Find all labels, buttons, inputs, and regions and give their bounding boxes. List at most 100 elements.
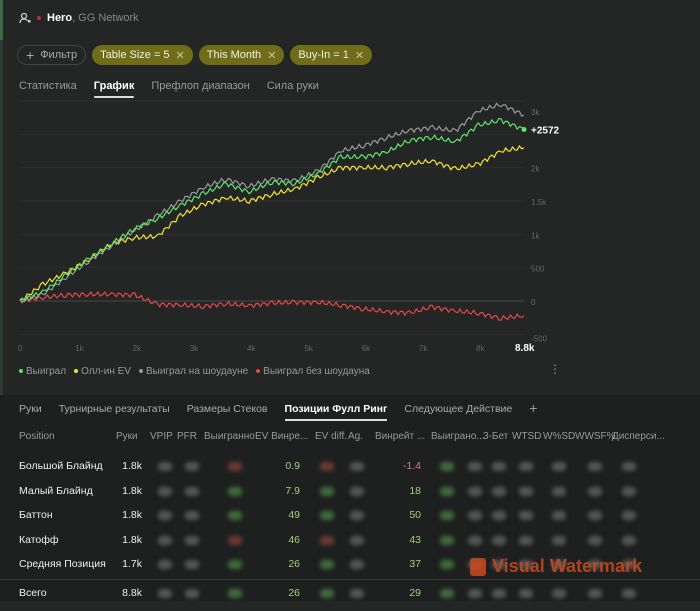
blurred-value xyxy=(158,486,172,496)
y-tick-label: 0 xyxy=(531,298,536,307)
blurred-value xyxy=(468,535,482,545)
end-value-label: +2572 xyxy=(531,126,560,137)
filter-bar: + Фильтр Table Size = 5 ✕ This Month ✕ Buy-… xyxy=(17,45,373,65)
x-tick-label: 3k xyxy=(190,344,199,353)
close-icon[interactable]: ✕ xyxy=(354,49,365,62)
status-dot xyxy=(37,16,41,20)
watermark: Visual Watermark xyxy=(470,556,642,577)
legend-label: Выиграл без шоудауна xyxy=(263,366,370,377)
legend-item-non-showdown[interactable]: Выиграл без шоудауна xyxy=(256,366,370,377)
blurred-value xyxy=(552,560,566,569)
tab-next-action[interactable]: Следующее Действие xyxy=(404,403,513,415)
column-header[interactable]: Position xyxy=(19,431,55,442)
blurred-value xyxy=(552,486,566,496)
hands-count: 1.8k xyxy=(122,484,142,497)
blurred-value xyxy=(185,486,199,496)
blurred-value xyxy=(519,589,533,598)
winrate: 18 xyxy=(409,484,421,497)
total-separator xyxy=(0,579,700,580)
column-header[interactable]: Выигранно xyxy=(204,431,255,442)
player-header[interactable]: Hero, GG Network xyxy=(19,12,139,24)
table-row[interactable]: Малый Блайнд 1.8k 7.9 18 xyxy=(0,485,700,509)
table-row[interactable]: Средняя Позиция 1.7k 26 37 xyxy=(0,558,700,582)
y-tick-label: 1.5k xyxy=(531,198,547,207)
legend-item-showdown[interactable]: Выиграл на шоудауне xyxy=(138,366,248,377)
table-row[interactable]: Катофф 1.8k 46 43 xyxy=(0,534,700,558)
tab-hands[interactable]: Руки xyxy=(19,403,42,415)
position-name: Малый Блайнд xyxy=(19,484,93,497)
lock-icon xyxy=(470,557,486,576)
filter-chip-table-size[interactable]: Table Size = 5 ✕ xyxy=(92,45,193,65)
blurred-value xyxy=(440,511,454,520)
x-tick-label: 0 xyxy=(18,344,23,353)
more-options-icon[interactable]: ⋮ xyxy=(549,362,561,376)
table-row[interactable]: Большой Блайнд 1.8k 0.9 -1.4 xyxy=(0,460,700,484)
table-row[interactable]: Всего 8.8k 26 29 xyxy=(0,587,700,611)
close-icon[interactable]: ✕ xyxy=(267,49,277,62)
main-tabs: Статистика График Префлоп диапазон Сила … xyxy=(19,80,319,98)
blurred-value xyxy=(468,462,482,471)
blurred-value xyxy=(519,511,533,520)
add-tab-button[interactable]: + xyxy=(529,400,538,416)
blurred-value xyxy=(185,462,199,471)
y-tick-label: 2k xyxy=(531,165,540,174)
hands-count: 1.7k xyxy=(122,558,142,570)
column-header[interactable]: WTSD xyxy=(512,431,542,442)
series-line-1 xyxy=(19,144,525,301)
blurred-value xyxy=(440,486,454,496)
blurred-value xyxy=(552,535,566,545)
chip-label: This Month xyxy=(206,49,262,61)
winrate: 37 xyxy=(409,558,421,570)
position-name: Средняя Позиция xyxy=(19,558,106,570)
table-row[interactable]: Баттон 1.8k 49 50 xyxy=(0,509,700,533)
watermark-text: Visual Watermark xyxy=(492,556,643,576)
column-header[interactable]: 3-Бет xyxy=(483,431,509,442)
column-header[interactable]: W%SD xyxy=(543,431,576,442)
blurred-value xyxy=(320,560,334,569)
close-icon[interactable]: ✕ xyxy=(175,49,185,62)
column-header[interactable]: Ag. xyxy=(348,431,364,442)
column-header[interactable]: PFR xyxy=(177,431,197,442)
add-filter-button[interactable]: + Фильтр xyxy=(17,45,87,65)
column-header[interactable]: Выиграно... xyxy=(431,431,485,442)
column-header[interactable]: VPIP xyxy=(150,431,173,442)
blurred-value xyxy=(519,560,533,569)
tab-stack-sizes[interactable]: Размеры Стеков xyxy=(186,403,268,415)
legend-item-allin-ev[interactable]: Олл-ин EV xyxy=(74,366,131,377)
window-edge xyxy=(0,0,3,601)
tab-statistics[interactable]: Статистика xyxy=(19,80,77,92)
blurred-value xyxy=(350,589,364,598)
tab-tournament-results[interactable]: Турнирные результаты xyxy=(58,403,170,415)
winrate: 29 xyxy=(409,587,421,599)
filter-chip-this-month[interactable]: This Month ✕ xyxy=(198,45,285,65)
blurred-value xyxy=(228,462,242,471)
column-header[interactable]: EV Винре... xyxy=(255,431,309,442)
column-header[interactable]: Руки xyxy=(116,431,138,442)
blurred-value xyxy=(622,486,636,496)
column-header[interactable]: Дисперси... xyxy=(612,431,665,442)
blurred-value xyxy=(320,589,334,598)
chip-label: Table Size = 5 xyxy=(100,49,170,61)
blurred-value xyxy=(320,486,334,496)
blurred-value xyxy=(228,589,242,598)
filter-chip-buy-in[interactable]: Buy-In = 1 ✕ xyxy=(290,45,373,65)
legend-item-won[interactable]: Выиграл xyxy=(19,366,66,377)
tab-positions-full-ring[interactable]: Позиции Фулл Ринг xyxy=(284,403,388,421)
player-name: Hero xyxy=(47,12,73,24)
blurred-value xyxy=(468,589,482,598)
tab-preflop-range[interactable]: Префлоп диапазон xyxy=(151,80,250,92)
column-header[interactable]: WWSF% xyxy=(575,431,616,442)
column-header[interactable]: Винрейт ... xyxy=(375,431,426,442)
column-header[interactable]: EV diff. xyxy=(315,431,348,442)
blurred-value xyxy=(158,560,172,569)
tab-graph[interactable]: График xyxy=(93,80,134,98)
blurred-value xyxy=(492,511,506,520)
blurred-value xyxy=(552,589,566,598)
y-tick-label: 1k xyxy=(531,231,540,240)
tab-hand-strength[interactable]: Сила руки xyxy=(266,80,319,92)
legend-label: Выиграл xyxy=(26,366,67,377)
blurred-value xyxy=(519,462,533,471)
blurred-value xyxy=(158,511,172,520)
blurred-value xyxy=(552,511,566,520)
blurred-value xyxy=(440,589,454,598)
